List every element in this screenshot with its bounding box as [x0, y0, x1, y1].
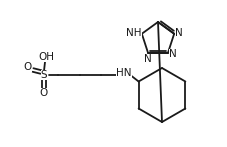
Text: NH: NH	[126, 28, 141, 38]
Text: N: N	[175, 28, 182, 38]
Text: O: O	[40, 88, 48, 98]
Text: O: O	[24, 62, 32, 72]
Text: N: N	[143, 54, 151, 64]
Text: S: S	[40, 70, 47, 80]
Text: OH: OH	[38, 52, 54, 62]
Text: HN: HN	[116, 68, 131, 78]
Text: N: N	[168, 49, 176, 59]
